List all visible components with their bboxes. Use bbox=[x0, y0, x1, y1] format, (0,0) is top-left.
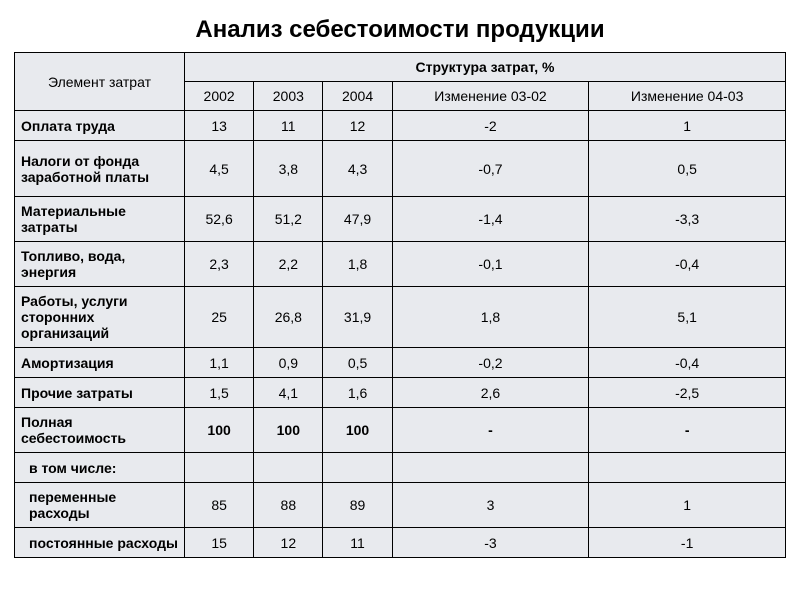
cell-value: 100 bbox=[323, 408, 392, 453]
table-row: Топливо, вода, энергия2,32,21,8-0,1-0,4 bbox=[15, 242, 786, 287]
cell-value: 4,5 bbox=[185, 141, 254, 197]
col-header-label: Элемент затрат bbox=[15, 53, 185, 111]
cell-value: 4,1 bbox=[254, 378, 323, 408]
cell-value: 1,5 bbox=[185, 378, 254, 408]
table-row: Работы, услуги сторонних организаций2526… bbox=[15, 287, 786, 348]
col-header-2004: 2004 bbox=[323, 82, 392, 111]
row-label: Топливо, вода, энергия bbox=[15, 242, 185, 287]
cell-value: 2,6 bbox=[392, 378, 589, 408]
cell-value: 1,8 bbox=[392, 287, 589, 348]
row-label: Работы, услуги сторонних организаций bbox=[15, 287, 185, 348]
cell-value: 3,8 bbox=[254, 141, 323, 197]
cell-value bbox=[185, 453, 254, 483]
cell-value: 25 bbox=[185, 287, 254, 348]
table-row: Прочие затраты1,54,11,62,6-2,5 bbox=[15, 378, 786, 408]
cell-value: 5,1 bbox=[589, 287, 786, 348]
cell-value: -1,4 bbox=[392, 197, 589, 242]
table-row: в том числе: bbox=[15, 453, 786, 483]
table-row: Амортизация1,10,90,5-0,2-0,4 bbox=[15, 348, 786, 378]
table-row: Полная себестоимость100100100-- bbox=[15, 408, 786, 453]
cell-value: 88 bbox=[254, 483, 323, 528]
cell-value bbox=[254, 453, 323, 483]
cell-value: -0,4 bbox=[589, 348, 786, 378]
table-row: Материальные затраты52,651,247,9-1,4-3,3 bbox=[15, 197, 786, 242]
cell-value bbox=[392, 453, 589, 483]
cell-value: -2 bbox=[392, 111, 589, 141]
cell-value: -0,7 bbox=[392, 141, 589, 197]
col-header-group: Структура затрат, % bbox=[185, 53, 786, 82]
cell-value: -0,2 bbox=[392, 348, 589, 378]
cell-value: 4,3 bbox=[323, 141, 392, 197]
cell-value: 1,1 bbox=[185, 348, 254, 378]
cost-structure-table: Элемент затрат Структура затрат, % 2002 … bbox=[14, 52, 786, 558]
cell-value: 15 bbox=[185, 528, 254, 558]
row-label: в том числе: bbox=[15, 453, 185, 483]
cell-value: 2,3 bbox=[185, 242, 254, 287]
cell-value: 47,9 bbox=[323, 197, 392, 242]
cell-value: 2,2 bbox=[254, 242, 323, 287]
cell-value: -2,5 bbox=[589, 378, 786, 408]
row-label: переменные расходы bbox=[15, 483, 185, 528]
cell-value: 0,5 bbox=[589, 141, 786, 197]
cell-value: 51,2 bbox=[254, 197, 323, 242]
table-row: Налоги от фонда заработной платы4,53,84,… bbox=[15, 141, 786, 197]
cell-value: - bbox=[589, 408, 786, 453]
col-header-change-0302: Изменение 03-02 bbox=[392, 82, 589, 111]
cell-value: 11 bbox=[254, 111, 323, 141]
cell-value: 52,6 bbox=[185, 197, 254, 242]
row-label: Оплата труда bbox=[15, 111, 185, 141]
cell-value bbox=[323, 453, 392, 483]
cell-value: 1 bbox=[589, 483, 786, 528]
cell-value: 1 bbox=[589, 111, 786, 141]
cell-value: 100 bbox=[254, 408, 323, 453]
cell-value: -3 bbox=[392, 528, 589, 558]
cell-value: 85 bbox=[185, 483, 254, 528]
cell-value: 100 bbox=[185, 408, 254, 453]
table-head: Элемент затрат Структура затрат, % 2002 … bbox=[15, 53, 786, 111]
table-row: переменные расходы85888931 bbox=[15, 483, 786, 528]
row-label: Прочие затраты bbox=[15, 378, 185, 408]
cell-value: 13 bbox=[185, 111, 254, 141]
cell-value: 89 bbox=[323, 483, 392, 528]
col-header-2002: 2002 bbox=[185, 82, 254, 111]
cell-value: 11 bbox=[323, 528, 392, 558]
cell-value: 12 bbox=[323, 111, 392, 141]
row-label: Амортизация bbox=[15, 348, 185, 378]
cell-value: -1 bbox=[589, 528, 786, 558]
cell-value: -3,3 bbox=[589, 197, 786, 242]
col-header-2003: 2003 bbox=[254, 82, 323, 111]
cell-value: - bbox=[392, 408, 589, 453]
cell-value: 0,5 bbox=[323, 348, 392, 378]
header-row-1: Элемент затрат Структура затрат, % bbox=[15, 53, 786, 82]
cell-value: 1,8 bbox=[323, 242, 392, 287]
table-row: постоянные расходы151211-3-1 bbox=[15, 528, 786, 558]
row-label: постоянные расходы bbox=[15, 528, 185, 558]
cell-value: 3 bbox=[392, 483, 589, 528]
cell-value: -0,1 bbox=[392, 242, 589, 287]
page-title: Анализ себестоимости продукции bbox=[0, 0, 800, 52]
table-body: Оплата труда131112-21Налоги от фонда зар… bbox=[15, 111, 786, 558]
cell-value: 26,8 bbox=[254, 287, 323, 348]
row-label: Материальные затраты bbox=[15, 197, 185, 242]
cell-value: 31,9 bbox=[323, 287, 392, 348]
table-row: Оплата труда131112-21 bbox=[15, 111, 786, 141]
table-container: Элемент затрат Структура затрат, % 2002 … bbox=[0, 52, 800, 558]
cell-value: 1,6 bbox=[323, 378, 392, 408]
row-label: Налоги от фонда заработной платы bbox=[15, 141, 185, 197]
cell-value: -0,4 bbox=[589, 242, 786, 287]
cell-value: 0,9 bbox=[254, 348, 323, 378]
cell-value: 12 bbox=[254, 528, 323, 558]
cell-value bbox=[589, 453, 786, 483]
col-header-change-0403: Изменение 04-03 bbox=[589, 82, 786, 111]
row-label: Полная себестоимость bbox=[15, 408, 185, 453]
